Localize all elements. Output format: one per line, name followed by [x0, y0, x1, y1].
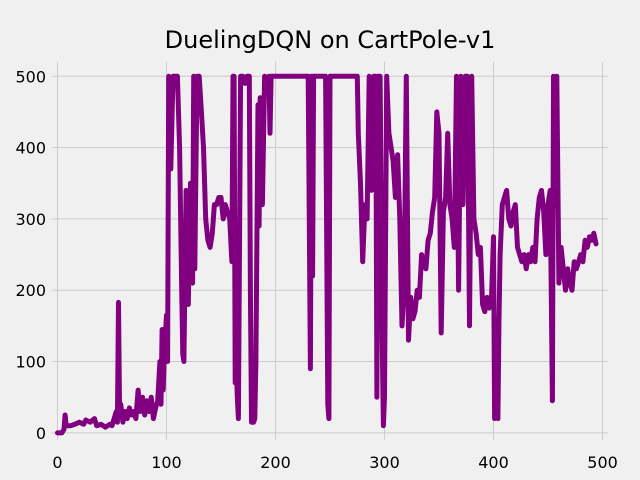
x-tick-label: 400 — [478, 453, 509, 472]
tick-layer: 0 100 200 300 400 500 0 100 200 300 400 500 — [15, 67, 617, 472]
x-tick-label: 500 — [587, 453, 618, 472]
x-tick-label: 200 — [260, 453, 291, 472]
x-tick-label: 0 — [52, 453, 62, 472]
chart-title: DuelingDQN on CartPole-v1 — [165, 26, 496, 54]
series-line — [55, 73, 599, 436]
x-tick-label: 100 — [151, 453, 182, 472]
y-tick-label: 400 — [15, 139, 46, 158]
y-tick-label: 0 — [36, 424, 46, 443]
y-tick-label: 100 — [15, 353, 46, 372]
y-tick-label: 500 — [15, 67, 46, 86]
y-tick-label: 300 — [15, 210, 46, 229]
series-layer — [55, 73, 599, 436]
x-tick-label: 300 — [369, 453, 400, 472]
y-tick-label: 200 — [15, 281, 46, 300]
